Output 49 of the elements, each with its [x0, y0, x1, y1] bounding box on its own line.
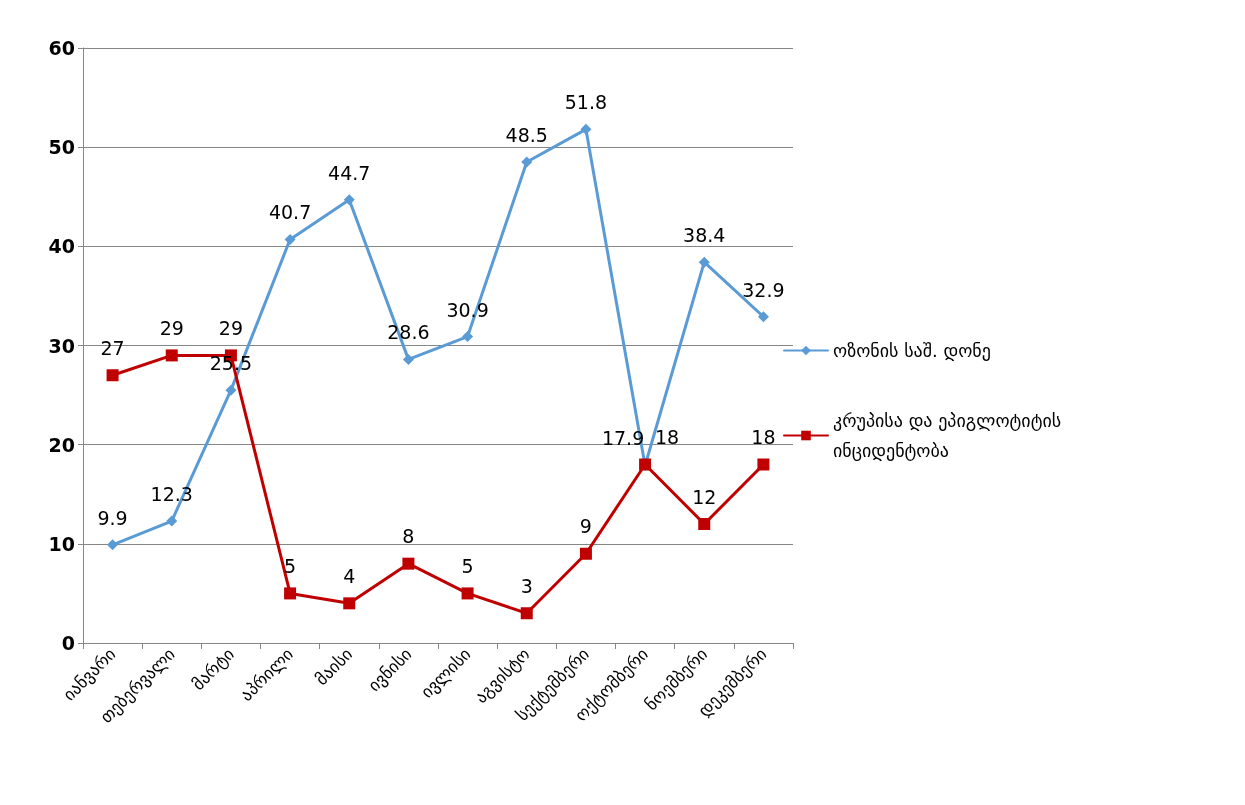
data-label: 9.9 [97, 506, 128, 529]
point [757, 311, 769, 323]
y-tick-label: 50 [48, 136, 75, 159]
y-tick-label: 60 [48, 37, 75, 59]
point [107, 539, 119, 551]
point [461, 587, 474, 600]
data-label: 4 [343, 564, 356, 587]
point [520, 607, 533, 620]
point [402, 557, 415, 570]
point [580, 123, 592, 135]
point [284, 587, 297, 600]
data-label: 8 [402, 525, 415, 548]
point [402, 353, 414, 365]
data-label: 18 [751, 426, 776, 448]
y-tick-label: 20 [48, 433, 75, 456]
point [757, 458, 770, 471]
data-label: 38.4 [683, 224, 726, 247]
data-label: 12 [692, 485, 717, 508]
data-label: 40.7 [268, 201, 312, 224]
point [225, 384, 237, 396]
data-label: 18 [654, 426, 680, 448]
point [462, 331, 474, 343]
data-label: 32.9 [742, 278, 785, 301]
point [698, 518, 711, 530]
data-label: 5 [461, 554, 474, 577]
data-label: 51.8 [564, 91, 608, 114]
point [106, 369, 119, 382]
data-label: 29 [218, 316, 244, 339]
point [521, 156, 533, 168]
y-tick-label: 30 [48, 334, 75, 357]
point [284, 233, 296, 245]
point [166, 515, 178, 527]
point [579, 547, 592, 560]
y-tick-label: 0 [61, 632, 75, 654]
y-tick-label: 40 [48, 235, 75, 258]
point [343, 597, 356, 610]
data-label: 48.5 [505, 124, 548, 147]
data-label: 44.7 [328, 161, 371, 184]
data-label: 9 [579, 515, 592, 538]
data-label: 3 [520, 574, 533, 597]
legend-label: ოზონის საშ. დონე [833, 340, 991, 361]
data-label: 5 [284, 554, 297, 577]
legend-label: კრუპისა და ეპიგლოტიტის ინციდენტობა [833, 410, 1067, 461]
data-label: 27 [100, 336, 125, 359]
y-tick-label: 10 [48, 532, 75, 555]
point [698, 256, 710, 268]
point [343, 194, 355, 206]
point [165, 349, 178, 362]
data-label: 29 [159, 316, 184, 339]
